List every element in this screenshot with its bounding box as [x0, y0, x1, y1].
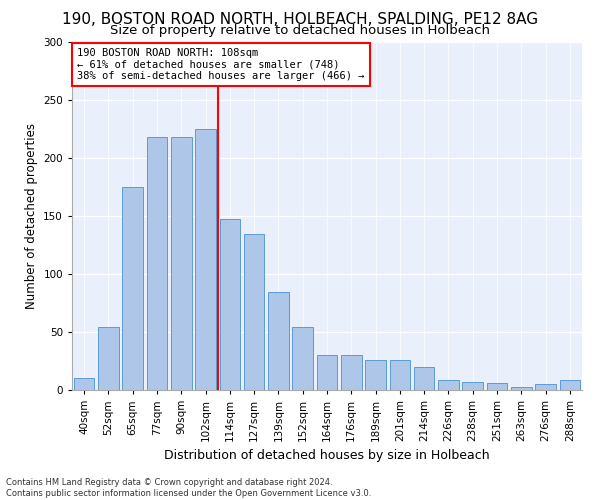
Y-axis label: Number of detached properties: Number of detached properties: [25, 123, 38, 309]
Bar: [560, 380, 580, 390]
Bar: [341, 355, 362, 390]
Text: Size of property relative to detached houses in Holbeach: Size of property relative to detached ho…: [110, 24, 490, 37]
Bar: [414, 367, 434, 390]
Bar: [268, 292, 289, 390]
Bar: [171, 138, 191, 390]
Bar: [146, 138, 167, 390]
Bar: [487, 383, 508, 390]
Bar: [511, 386, 532, 390]
Text: 190 BOSTON ROAD NORTH: 108sqm
← 61% of detached houses are smaller (748)
38% of : 190 BOSTON ROAD NORTH: 108sqm ← 61% of d…: [77, 48, 365, 81]
Bar: [365, 360, 386, 390]
Text: 190, BOSTON ROAD NORTH, HOLBEACH, SPALDING, PE12 8AG: 190, BOSTON ROAD NORTH, HOLBEACH, SPALDI…: [62, 12, 538, 28]
Bar: [438, 380, 459, 390]
Text: Contains HM Land Registry data © Crown copyright and database right 2024.
Contai: Contains HM Land Registry data © Crown c…: [6, 478, 371, 498]
X-axis label: Distribution of detached houses by size in Holbeach: Distribution of detached houses by size …: [164, 450, 490, 462]
Bar: [463, 382, 483, 390]
Bar: [244, 234, 265, 390]
Bar: [389, 360, 410, 390]
Bar: [292, 328, 313, 390]
Bar: [74, 378, 94, 390]
Bar: [535, 384, 556, 390]
Bar: [122, 188, 143, 390]
Bar: [220, 218, 240, 390]
Bar: [98, 328, 119, 390]
Bar: [195, 130, 216, 390]
Bar: [317, 355, 337, 390]
